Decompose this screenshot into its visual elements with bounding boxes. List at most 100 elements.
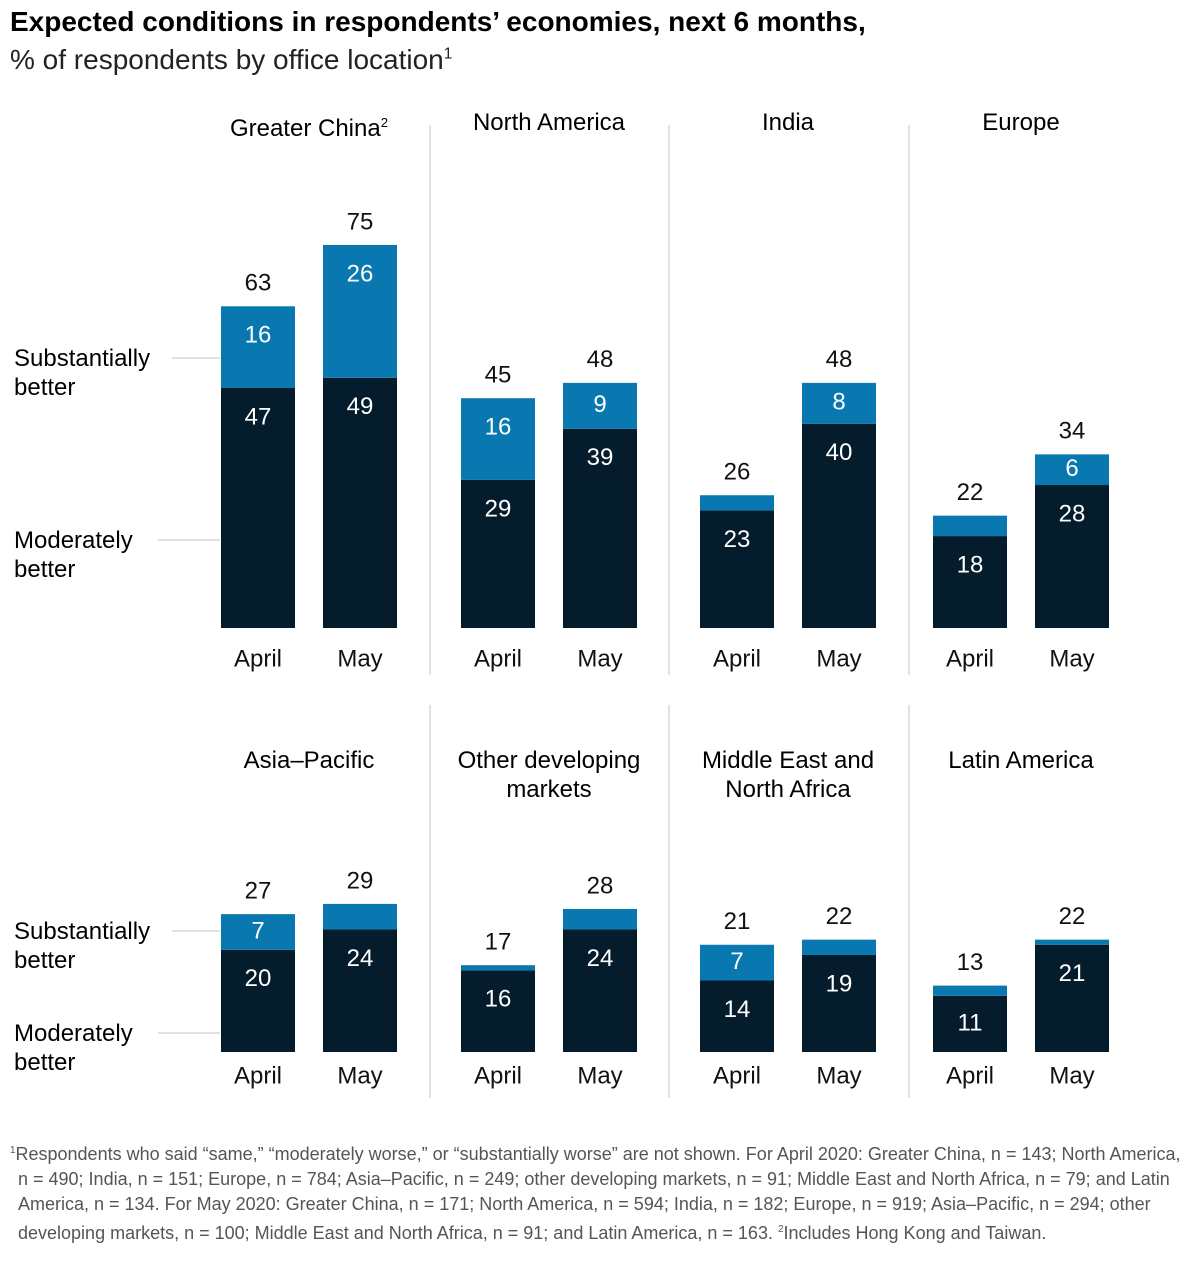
panel-title-text: Latin America: [948, 747, 1094, 774]
panel-title-text: North America: [472, 109, 626, 136]
total-label: 22: [957, 479, 984, 506]
value-label: 29: [485, 495, 512, 522]
bar-segment: [221, 914, 295, 950]
footnote-text: Respondents who said “same,” “moderately…: [15, 1144, 1181, 1243]
value-label: 8: [832, 389, 845, 416]
panel-title: Latin America: [906, 746, 1136, 775]
panel-title: North America: [434, 108, 664, 137]
panel-title-text: Asia–Pacific: [243, 747, 375, 774]
value-label: 11: [958, 1009, 983, 1036]
bar-segment: [700, 495, 774, 511]
total-label: 75: [347, 208, 374, 235]
panel-title: Other developing markets: [434, 746, 664, 804]
total-label: 45: [485, 362, 512, 389]
x-tick-label: May: [337, 1062, 382, 1089]
value-label: 26: [347, 260, 374, 287]
subtitle-text: % of respondents by office location: [10, 44, 444, 75]
bar-segment: [802, 954, 876, 1052]
bar-segment: [563, 909, 637, 930]
bar-segment: [933, 985, 1007, 996]
x-tick-label: May: [577, 645, 622, 672]
total-label: 48: [587, 346, 614, 373]
bar-segment: [1035, 939, 1109, 945]
x-tick-label: May: [577, 1062, 622, 1089]
x-tick-label: April: [234, 1062, 282, 1089]
panel-title: India: [673, 108, 903, 137]
bar-segment: [461, 965, 535, 971]
total-label: 13: [957, 949, 984, 976]
value-label: 14: [724, 996, 751, 1023]
bar-segment: [1035, 944, 1109, 1052]
legend-label: Moderately better: [14, 1020, 133, 1076]
footnote-text: Includes Hong Kong and Taiwan.: [783, 1223, 1047, 1243]
bar-segment: [221, 387, 295, 628]
value-label: 47: [245, 403, 272, 430]
bar-segment: [933, 515, 1007, 537]
value-label: 40: [826, 439, 853, 466]
bar-segment: [933, 995, 1007, 1052]
total-label: 63: [245, 270, 272, 297]
total-label: 34: [1059, 418, 1086, 445]
total-label: 28: [587, 872, 614, 899]
panel-title: Asia–Pacific: [194, 746, 424, 775]
legend-label: Substantially better: [14, 345, 151, 401]
x-tick-label: May: [816, 645, 861, 672]
panel-title-text: Greater China: [229, 115, 381, 142]
bar-segment: [323, 377, 397, 628]
total-label: 27: [245, 877, 272, 904]
panel-title-text: Europe: [982, 109, 1060, 136]
total-label: 26: [724, 459, 751, 486]
value-label: 28: [1059, 500, 1086, 527]
bar-segment: [700, 980, 774, 1052]
value-label: 6: [1065, 455, 1078, 482]
total-label: 29: [347, 867, 374, 894]
total-label: 17: [485, 929, 512, 956]
bar-segment: [563, 428, 637, 628]
bar-segment: [1035, 454, 1109, 486]
x-tick-label: May: [816, 1062, 861, 1089]
value-label: 21: [1059, 960, 1086, 987]
x-tick-label: May: [1049, 645, 1094, 672]
bar-segment: [700, 944, 774, 981]
value-label: 24: [347, 945, 374, 972]
value-label: 7: [251, 917, 264, 944]
bar-segment: [700, 510, 774, 628]
value-label: 9: [593, 391, 606, 418]
value-label: 20: [245, 965, 272, 992]
value-label: 39: [587, 444, 614, 471]
bar-segment: [1035, 485, 1109, 628]
bar-segment: [323, 245, 397, 378]
value-label: 19: [826, 970, 853, 997]
panel-title: Middle East and North Africa: [673, 746, 903, 804]
panel-title: Greater China2: [194, 108, 424, 143]
bar-segment: [323, 903, 397, 930]
x-tick-label: May: [1049, 1062, 1094, 1089]
panel-title: Europe: [906, 108, 1136, 137]
value-label: 49: [347, 393, 374, 420]
value-label: 7: [730, 948, 743, 975]
x-tick-label: April: [946, 645, 994, 672]
value-label: 16: [485, 414, 512, 441]
x-tick-label: April: [234, 645, 282, 672]
value-label: 18: [957, 551, 984, 578]
value-label: 16: [485, 986, 512, 1013]
bar-segment: [802, 423, 876, 628]
bar-segment: [461, 970, 535, 1052]
panel-separators: [429, 125, 910, 1098]
title: Expected conditions in respondents’ econ…: [10, 6, 866, 37]
x-tick-label: April: [946, 1062, 994, 1089]
total-label: 22: [826, 903, 853, 930]
footnote-marker: 1: [443, 45, 453, 63]
value-label: 23: [724, 526, 751, 553]
x-tick-label: April: [713, 1062, 761, 1089]
bar-segment: [563, 382, 637, 429]
subtitle: % of respondents by office location1: [10, 44, 452, 76]
footnotes: 1Respondents who said “same,” “moderatel…: [10, 1138, 1193, 1246]
bar-segment: [802, 382, 876, 424]
legend-leaders: [158, 357, 220, 1034]
footnote-marker: 1: [10, 1145, 16, 1156]
x-tick-label: April: [474, 1062, 522, 1089]
value-label: 24: [587, 945, 614, 972]
